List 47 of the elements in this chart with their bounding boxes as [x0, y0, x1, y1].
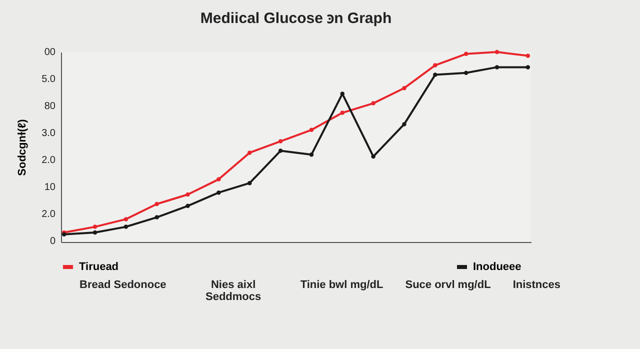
point: [278, 148, 283, 153]
text: 00: [44, 46, 56, 58]
y-axis-title: Sodcgnɫ(ℓ): [16, 118, 28, 176]
text: Tinie bwl mg/dL: [300, 279, 384, 293]
text: 0: [50, 236, 56, 248]
point: [92, 230, 98, 235]
point: [124, 217, 128, 222]
point: [433, 72, 438, 77]
point: [494, 50, 500, 54]
point: [464, 52, 468, 56]
text: Suce orvl mg/dL: [405, 279, 491, 293]
point: [216, 177, 221, 182]
point: [124, 224, 128, 229]
text: 2.0: [42, 155, 56, 166]
point: [464, 70, 468, 76]
point: [247, 180, 252, 186]
text: 2.0: [42, 209, 56, 220]
legend-label: Tiruead: [79, 261, 119, 273]
point: [92, 224, 98, 229]
text: Nies aixl Seddmocs: [204, 279, 262, 303]
point: [371, 154, 376, 159]
point: [526, 65, 530, 70]
point: [186, 192, 190, 197]
point: [402, 86, 406, 90]
point: [154, 202, 159, 206]
point: [247, 150, 252, 155]
point: [340, 92, 345, 96]
point: [186, 204, 190, 208]
point: [371, 101, 376, 106]
text: Inistnces: [512, 279, 560, 293]
point: [309, 152, 314, 157]
text: Bread Sedonoce: [80, 279, 166, 293]
point: [309, 128, 314, 132]
text: 5.0: [42, 74, 56, 85]
point: [216, 190, 221, 195]
point: [433, 63, 438, 68]
text: 10: [44, 182, 56, 194]
point: [494, 65, 500, 70]
point: [278, 139, 283, 144]
text: 3.0: [42, 128, 56, 139]
legend-label: Inodueee: [473, 261, 522, 273]
text: 80: [44, 100, 56, 112]
point: [340, 110, 345, 115]
point: [402, 122, 406, 126]
point: [154, 215, 159, 220]
point: [526, 54, 530, 58]
chart-title: Mediical Glucose ꜿn Graph: [200, 10, 392, 27]
